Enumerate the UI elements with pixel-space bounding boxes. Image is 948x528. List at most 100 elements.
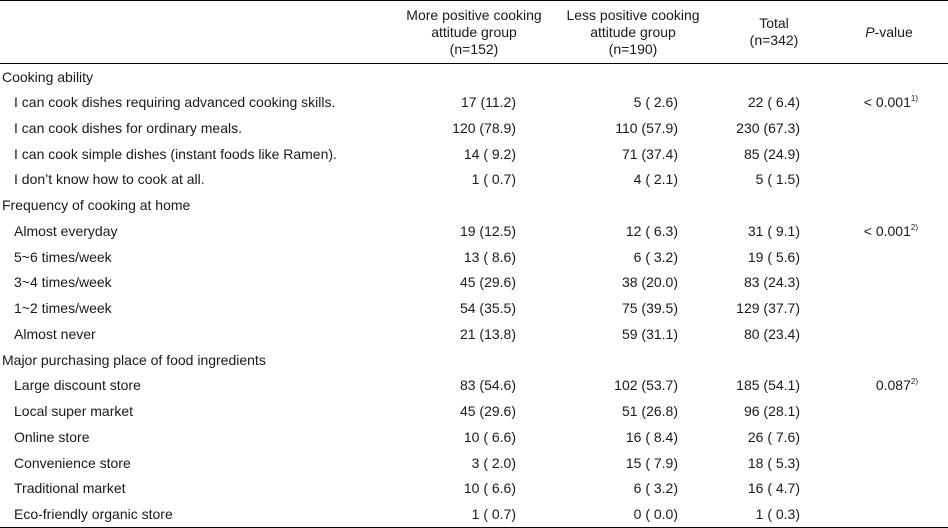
more-positive-value: 13 ( 8.6) — [463, 248, 516, 265]
header-label-column — [0, 0, 400, 64]
less-positive-value-cell: 15 ( 7.9) — [548, 450, 718, 476]
more-positive-value-cell: 21 (13.8) — [400, 321, 548, 347]
less-positive-value-cell: 51 (26.8) — [548, 398, 718, 424]
p-value-cell — [830, 398, 948, 424]
more-positive-value-cell: 14 ( 9.2) — [400, 141, 548, 167]
more-positive-value-cell: 13 ( 8.6) — [400, 244, 548, 270]
total-value-cell: 26 ( 7.6) — [718, 424, 830, 450]
table-row: I can cook dishes for ordinary meals. 120… — [0, 115, 948, 141]
header-p-italic: P — [865, 23, 875, 40]
p-value-cell — [830, 501, 948, 528]
more-positive-value-cell: 3 ( 2.0) — [400, 450, 548, 476]
header-line: Total — [759, 15, 789, 31]
table-row: Traditional market 10 ( 6.6) 6 ( 3.2) 16 ( … — [0, 476, 948, 502]
header-total: Total (n=342) — [718, 0, 830, 64]
more-positive-value-cell: 1 ( 0.7) — [400, 501, 548, 528]
p-value: < 0.001 — [863, 94, 911, 111]
less-positive-value: 5 ( 2.6) — [633, 94, 678, 111]
p-value-cell — [830, 450, 948, 476]
more-positive-value: 45 (29.6) — [459, 403, 516, 420]
more-positive-value-cell: 17 (11.2) — [400, 89, 548, 115]
table-row: Almost never 21 (13.8) 59 (31.1) 80 (23.4) — [0, 321, 948, 347]
less-positive-value-cell: 5 ( 2.6) — [548, 89, 718, 115]
table-row: I can cook simple dishes (instant foods … — [0, 141, 948, 167]
section-header-row: Frequency of cooking at home — [0, 192, 948, 218]
section-title: Major purchasing place of food ingredien… — [2, 351, 266, 368]
total-value-cell: 18 ( 5.3) — [718, 450, 830, 476]
less-positive-value: 6 ( 3.2) — [633, 480, 678, 497]
table-row: I don’t know how to cook at all. 1 ( 0.7)… — [0, 167, 948, 193]
p-value-cell — [830, 167, 948, 193]
row-label: Online store — [14, 428, 90, 445]
footnote-marker: 2) — [910, 222, 918, 232]
p-value-cell — [830, 321, 948, 347]
total-value-cell: 16 ( 4.7) — [718, 476, 830, 502]
p-value-cell — [830, 115, 948, 141]
p-value-cell: < 0.0012) — [830, 218, 948, 244]
row-label: Local super market — [14, 403, 134, 420]
more-positive-value: 14 ( 9.2) — [463, 145, 516, 162]
row-label: Large discount store — [14, 377, 141, 394]
more-positive-value-cell: 45 (29.6) — [400, 398, 548, 424]
row-label: Convenience store — [14, 454, 131, 471]
table-row: Online store 10 ( 6.6) 16 ( 8.4) 26 ( 7.6) — [0, 424, 948, 450]
row-label: I can cook dishes requiring advanced coo… — [14, 94, 336, 111]
total-value: 85 (24.9) — [743, 145, 800, 162]
section-title: Frequency of cooking at home — [2, 197, 191, 214]
total-value: 129 (37.7) — [736, 300, 800, 317]
total-value-cell: 5 ( 1.5) — [718, 167, 830, 193]
header-line: attitude group — [590, 23, 676, 40]
table-header: More positive cooking attitude group (n=… — [0, 0, 948, 64]
section-header-row: Major purchasing place of food ingredien… — [0, 347, 948, 373]
p-value-cell: < 0.0011) — [830, 89, 948, 115]
table-row: Almost everyday 19 (12.5) 12 ( 6.3) 31 ( 9.… — [0, 218, 948, 244]
row-label: 3~4 times/week — [14, 274, 112, 291]
total-value: 31 ( 9.1) — [747, 222, 800, 239]
total-value: 22 ( 6.4) — [747, 94, 800, 111]
less-positive-value-cell: 12 ( 6.3) — [548, 218, 718, 244]
less-positive-value-cell: 6 ( 3.2) — [548, 244, 718, 270]
table-row: Large discount store 83 (54.6) 102 (53.7) 1… — [0, 373, 948, 399]
more-positive-value: 10 ( 6.6) — [463, 480, 516, 497]
more-positive-value-cell: 83 (54.6) — [400, 373, 548, 399]
header-p-value: P-value — [830, 0, 948, 64]
more-positive-value: 1 ( 0.7) — [471, 171, 516, 188]
header-p-rest: -value — [874, 23, 913, 40]
less-positive-value: 0 ( 0.0) — [633, 505, 678, 522]
total-value: 16 ( 4.7) — [747, 480, 800, 497]
less-positive-value: 51 (26.8) — [621, 403, 678, 420]
total-value: 1 ( 0.3) — [755, 505, 800, 522]
more-positive-value: 17 (11.2) — [461, 94, 516, 111]
table-row: 1~2 times/week 54 (35.5) 75 (39.5) 129 (37.… — [0, 295, 948, 321]
section-title: Cooking ability — [2, 68, 94, 85]
header-line: (n=152) — [449, 40, 499, 57]
p-value: 0.087 — [875, 377, 911, 394]
table-row: 5~6 times/week 13 ( 8.6) 6 ( 3.2) 19 ( 5.6) — [0, 244, 948, 270]
more-positive-value-cell: 19 (12.5) — [400, 218, 548, 244]
row-label: Eco-friendly organic store — [0, 501, 400, 528]
row-label: I can cook simple dishes (instant foods … — [14, 145, 337, 162]
less-positive-value: 4 ( 2.1) — [633, 171, 678, 188]
total-value: 230 (67.3) — [736, 119, 800, 136]
more-positive-value: 120 (78.9) — [452, 119, 516, 136]
header-line: Less positive cooking — [566, 6, 700, 23]
header-line: (n=342) — [749, 32, 799, 48]
total-value: 19 ( 5.6) — [747, 248, 800, 265]
more-positive-value: 3 ( 2.0) — [471, 454, 516, 471]
less-positive-value: 71 (37.4) — [621, 145, 678, 162]
less-positive-value-cell: 71 (37.4) — [548, 141, 718, 167]
less-positive-value-cell: 6 ( 3.2) — [548, 476, 718, 502]
less-positive-value: 12 ( 6.3) — [625, 222, 678, 239]
more-positive-value: 54 (35.5) — [459, 300, 516, 317]
less-positive-value: 102 (53.7) — [614, 377, 678, 394]
p-value-cell — [830, 244, 948, 270]
total-value-cell: 96 (28.1) — [718, 398, 830, 424]
less-positive-value-cell: 110 (57.9) — [548, 115, 718, 141]
more-positive-value: 45 (29.6) — [459, 274, 516, 291]
less-positive-value-cell: 102 (53.7) — [548, 373, 718, 399]
more-positive-value-cell: 120 (78.9) — [400, 115, 548, 141]
more-positive-value-cell: 45 (29.6) — [400, 270, 548, 296]
less-positive-value: 75 (39.5) — [621, 300, 678, 317]
more-positive-value-cell: 54 (35.5) — [400, 295, 548, 321]
